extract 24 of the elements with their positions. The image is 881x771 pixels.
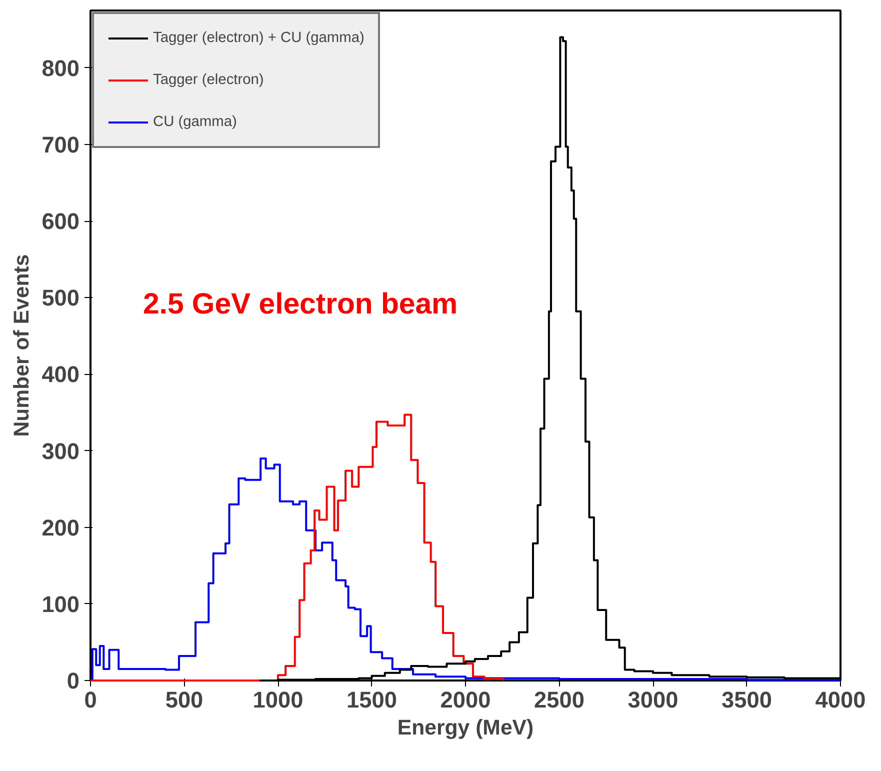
annotation: 2.5 GeV electron beam bbox=[143, 288, 458, 321]
y-tick-label: 100 bbox=[42, 590, 80, 617]
x-tick-label: 1500 bbox=[346, 686, 397, 712]
x-tick-label: 2500 bbox=[534, 686, 584, 712]
x-tick-label: 1000 bbox=[252, 686, 304, 712]
x-tick-label: 2000 bbox=[440, 686, 491, 712]
y-tick-label: 500 bbox=[42, 284, 80, 311]
x-tick-label: 0 bbox=[84, 686, 97, 712]
y-axis-title: Number of Events bbox=[10, 254, 34, 437]
legend-label: Tagger (electron) bbox=[153, 72, 264, 88]
y-tick-label: 0 bbox=[66, 668, 80, 694]
x-axis-title: Energy (MeV) bbox=[397, 716, 534, 740]
legend-label: Tagger (electron) + CU (gamma) bbox=[153, 30, 364, 46]
x-tick-label: 4000 bbox=[815, 686, 866, 712]
y-tick-label: 400 bbox=[42, 361, 80, 388]
y-tick-label: 300 bbox=[42, 438, 80, 464]
y-tick-label: 700 bbox=[42, 132, 80, 158]
x-tick-label: 3500 bbox=[722, 686, 772, 712]
x-tick-label: 500 bbox=[165, 686, 204, 712]
y-tick-label: 600 bbox=[42, 208, 80, 234]
legend-label: CU (gamma) bbox=[153, 114, 237, 130]
y-tick-label: 800 bbox=[42, 54, 80, 81]
x-tick-label: 3000 bbox=[628, 686, 678, 712]
y-tick-label: 200 bbox=[42, 514, 80, 540]
